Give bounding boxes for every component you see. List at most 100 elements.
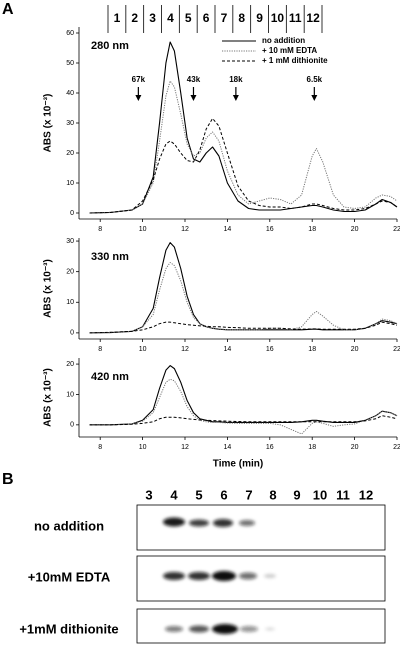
annotation-arrowhead — [311, 95, 318, 101]
x-tick-label: 22 — [393, 346, 400, 353]
fraction-label: 1 — [114, 11, 121, 25]
band — [165, 626, 183, 632]
panel-label: A — [2, 1, 14, 18]
band — [239, 520, 255, 526]
x-tick-label: 10 — [139, 346, 147, 353]
annotation-label: 43k — [187, 75, 201, 84]
x-tick-label: 10 — [139, 226, 147, 233]
x-tick-label: 12 — [181, 346, 189, 353]
lane-labels: 3 4 5 6 7 8 9 10 11 12 — [145, 487, 373, 502]
lane-label: 5 — [195, 487, 202, 502]
legend-label: + 1 mM dithionite — [262, 56, 328, 65]
series-line — [89, 365, 398, 426]
annotation-label: 67k — [132, 75, 146, 84]
y-tick-label: 20 — [66, 269, 74, 276]
x-tick-label: 20 — [351, 226, 359, 233]
lane-label: 11 — [336, 487, 350, 502]
y-tick-label: 20 — [66, 150, 74, 157]
x-tick-label: 8 — [98, 226, 102, 233]
x-tick-label: 14 — [224, 226, 232, 233]
x-tick-label: 8 — [98, 444, 102, 451]
lane-label: 4 — [170, 487, 178, 502]
row-labels: no addition +10mM EDTA +1mM dithionite — [19, 518, 118, 636]
band — [240, 626, 258, 632]
x-tick-label: 20 — [351, 444, 359, 451]
y-tick-label: 60 — [66, 30, 74, 37]
x-tick-label: 14 — [224, 444, 232, 451]
series-line — [89, 118, 398, 214]
fraction-bar: 1 2 3 4 5 6 7 8 9 10 11 12 — [107, 5, 323, 33]
fraction-label: 11 — [289, 11, 302, 25]
gel-box — [136, 504, 386, 551]
x-tick-label: 22 — [393, 226, 400, 233]
y-tick-label: 0 — [70, 422, 74, 429]
series-line — [89, 261, 398, 334]
y-tick-label: 30 — [66, 120, 74, 127]
fraction-label: 3 — [149, 11, 156, 25]
x-tick-label: 16 — [266, 444, 274, 451]
lane-label: 10 — [313, 487, 327, 502]
chart-title: 280 nm — [91, 40, 129, 52]
gel-bands — [163, 517, 276, 634]
band — [188, 572, 210, 580]
lane-label: 7 — [245, 487, 252, 502]
lane-label: 3 — [145, 487, 152, 502]
y-axis-label: ABS (x 10⁻³) — [43, 259, 54, 318]
band — [189, 519, 209, 527]
chart-title: 330 nm — [91, 251, 129, 263]
x-tick-label: 16 — [266, 346, 274, 353]
x-axis-label: Time (min) — [213, 459, 263, 470]
band — [163, 572, 185, 580]
y-tick-label: 0 — [70, 330, 74, 337]
row-label: +1mM dithionite — [19, 621, 118, 636]
series-line — [89, 41, 398, 214]
annotation-label: 6.5k — [307, 75, 323, 84]
fraction-label: 5 — [185, 11, 192, 25]
y-tick-label: 20 — [66, 361, 74, 368]
fraction-label: 9 — [256, 11, 263, 25]
series-line — [89, 415, 398, 426]
x-tick-label: 18 — [308, 226, 316, 233]
band — [189, 625, 209, 633]
band — [213, 519, 233, 527]
row-label: no addition — [34, 518, 104, 533]
lane-label: 9 — [293, 487, 300, 502]
fraction-label: 2 — [131, 11, 138, 25]
fraction-label: 6 — [203, 11, 210, 25]
x-tick-label: 18 — [308, 444, 316, 451]
legend-label: no addition — [262, 36, 305, 45]
chart-title: 420 nm — [91, 371, 129, 383]
annotation-arrowhead — [190, 95, 197, 101]
band — [265, 627, 275, 631]
x-tick-label: 22 — [393, 444, 400, 451]
series-line — [89, 378, 398, 435]
annotation-label: 18k — [229, 75, 243, 84]
annotation-arrowhead — [135, 95, 142, 101]
legend-label: + 10 mM EDTA — [262, 46, 317, 55]
x-tick-label: 14 — [224, 346, 232, 353]
x-tick-label: 16 — [266, 226, 274, 233]
y-tick-label: 10 — [66, 180, 74, 187]
fraction-label: 8 — [238, 11, 245, 25]
y-tick-label: 50 — [66, 60, 74, 67]
fraction-label: 12 — [306, 11, 320, 25]
band — [163, 517, 185, 527]
gel-box — [136, 555, 386, 602]
y-tick-label: 40 — [66, 90, 74, 97]
series-line — [89, 321, 398, 334]
lane-label: 6 — [220, 487, 227, 502]
x-tick-label: 8 — [98, 346, 102, 353]
x-tick-label: 12 — [181, 226, 189, 233]
annotation-arrowhead — [232, 95, 239, 101]
x-tick-label: 18 — [308, 346, 316, 353]
y-axis-label: ABS (x 10⁻³) — [43, 368, 54, 427]
panel-label: B — [2, 471, 14, 488]
band — [264, 574, 276, 578]
gel-boxes — [136, 504, 386, 644]
x-tick-label: 20 — [351, 346, 359, 353]
y-tick-label: 0 — [70, 210, 74, 217]
band — [239, 572, 257, 580]
band — [212, 571, 236, 581]
x-tick-label: 10 — [139, 444, 147, 451]
row-label: +10mM EDTA — [28, 569, 111, 584]
